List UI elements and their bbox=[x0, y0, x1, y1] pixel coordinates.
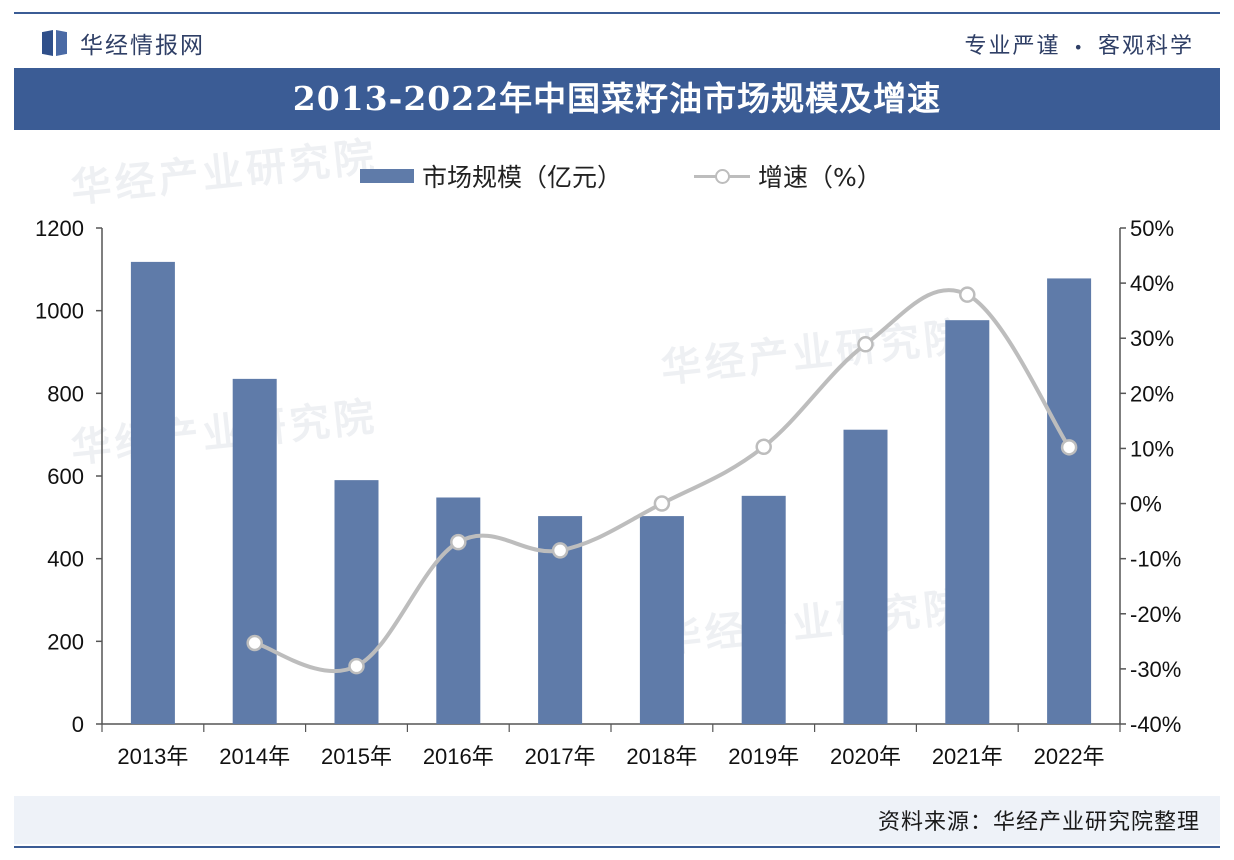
logo[interactable]: 华经情报网 bbox=[42, 26, 205, 60]
slogan-left: 专业严谨 bbox=[964, 34, 1061, 59]
y-right-tick-label: -10% bbox=[1130, 547, 1181, 572]
legend-label-bars: 市场规模（亿元） bbox=[422, 163, 623, 192]
y-right-tick-label: 50% bbox=[1130, 216, 1174, 241]
logo-text: 华经情报网 bbox=[80, 33, 205, 59]
y-right-tick-label: 40% bbox=[1130, 271, 1174, 296]
bar-market-size bbox=[639, 516, 684, 724]
header: 华经情报网 专业严谨 • 客观科学 bbox=[14, 16, 1220, 66]
legend-line-swatch bbox=[694, 165, 750, 187]
y-left-tick-label: 1000 bbox=[35, 299, 84, 324]
bar-market-size bbox=[945, 320, 990, 724]
growth-rate-point bbox=[857, 336, 874, 353]
growth-rate-point bbox=[246, 634, 263, 652]
source-note: 资料来源：华经产业研究院整理 bbox=[877, 810, 1200, 835]
bar-market-size bbox=[843, 429, 888, 724]
y-left-tick-label: 600 bbox=[47, 464, 84, 489]
y-left-tick-label: 800 bbox=[47, 381, 84, 406]
y-right-tick-label: 20% bbox=[1130, 381, 1174, 406]
legend: 市场规模（亿元） 增速（%） bbox=[0, 158, 1234, 194]
chart-title: 2013-2022年中国菜籽油市场规模及增速 bbox=[14, 68, 1220, 130]
growth-rate-point bbox=[653, 495, 671, 512]
growth-rate-point bbox=[551, 542, 569, 559]
growth-rate-point bbox=[959, 286, 976, 303]
x-tick-label: 2016年 bbox=[423, 744, 494, 769]
y-right-tick-label: -40% bbox=[1130, 712, 1181, 737]
y-left-tick-label: 400 bbox=[47, 547, 84, 572]
slogan: 专业严谨 • 客观科学 bbox=[965, 28, 1194, 60]
growth-rate-point bbox=[348, 657, 365, 675]
x-tick-label: 2020年 bbox=[830, 744, 901, 769]
y-right-tick-label: -30% bbox=[1130, 657, 1181, 682]
x-tick-label: 2014年 bbox=[219, 744, 290, 769]
y-right-tick-label: 30% bbox=[1130, 326, 1174, 351]
x-tick-label: 2013年 bbox=[117, 744, 188, 769]
top-divider bbox=[14, 12, 1220, 14]
source-band bbox=[14, 796, 1220, 844]
y-right-tick-label: 0% bbox=[1130, 492, 1162, 517]
legend-bar-swatch bbox=[360, 169, 414, 183]
x-tick-label: 2022年 bbox=[1034, 744, 1105, 769]
bar-market-size bbox=[232, 378, 277, 724]
bar-market-size bbox=[741, 495, 786, 724]
bar-market-size bbox=[130, 261, 175, 724]
growth-rate-point bbox=[450, 533, 467, 551]
legend-item-bars[interactable]: 市场规模（亿元） bbox=[360, 158, 622, 194]
slogan-right: 客观科学 bbox=[1097, 34, 1194, 59]
y-left-tick-label: 0 bbox=[72, 712, 84, 737]
x-tick-label: 2017年 bbox=[525, 744, 596, 769]
growth-rate-point bbox=[1060, 439, 1078, 456]
bar-market-size bbox=[1047, 278, 1092, 724]
x-tick-label: 2015年 bbox=[321, 744, 392, 769]
x-tick-label: 2021年 bbox=[932, 744, 1003, 769]
bar-market-size bbox=[436, 497, 481, 724]
bar-market-size bbox=[334, 480, 379, 724]
y-right-tick-label: 10% bbox=[1130, 436, 1174, 461]
growth-rate-point bbox=[755, 438, 772, 456]
legend-item-line[interactable]: 增速（%） bbox=[694, 158, 882, 194]
y-left-tick-label: 200 bbox=[47, 629, 84, 654]
logo-book-icon bbox=[42, 30, 70, 56]
y-left-tick-label: 1200 bbox=[35, 216, 84, 241]
y-right-tick-label: -20% bbox=[1130, 602, 1181, 627]
x-tick-label: 2019年 bbox=[728, 744, 799, 769]
legend-label-line: 增速（%） bbox=[758, 163, 882, 192]
x-tick-label: 2018年 bbox=[626, 744, 697, 769]
bottom-divider bbox=[14, 846, 1220, 848]
slogan-separator: • bbox=[1073, 38, 1085, 57]
